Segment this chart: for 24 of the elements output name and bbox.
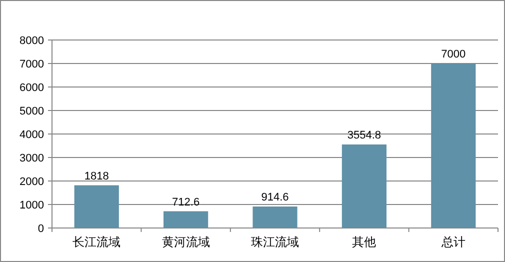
- x-tick-label: 珠江流域: [251, 235, 299, 249]
- bar: [342, 144, 386, 228]
- data-label: 1818: [84, 170, 109, 182]
- data-label: 914.6: [261, 192, 289, 204]
- y-tick-label: 3000: [20, 152, 44, 164]
- bar: [74, 185, 119, 228]
- y-tick-label: 8000: [20, 35, 44, 47]
- bar: [164, 211, 208, 228]
- data-label: 3554.8: [347, 129, 382, 142]
- x-tick-label: 其他: [352, 235, 376, 249]
- x-tick-label: 总计: [440, 235, 466, 249]
- y-tick-label: 5000: [20, 106, 44, 118]
- y-tick-label: 4000: [20, 129, 44, 141]
- bar: [252, 206, 298, 228]
- data-label: 712.6: [172, 196, 200, 208]
- y-tick-label: 2000: [20, 176, 44, 188]
- x-tick-label: 长江流域: [72, 235, 121, 249]
- y-tick-label: 0: [38, 223, 44, 235]
- x-tick-label: 黄河流域: [162, 235, 210, 249]
- y-tick-label: 1000: [20, 200, 44, 212]
- y-tick-label: 7000: [20, 58, 44, 70]
- y-tick-label: 6000: [20, 82, 44, 94]
- data-label: 7000: [441, 48, 466, 60]
- bar: [431, 64, 476, 228]
